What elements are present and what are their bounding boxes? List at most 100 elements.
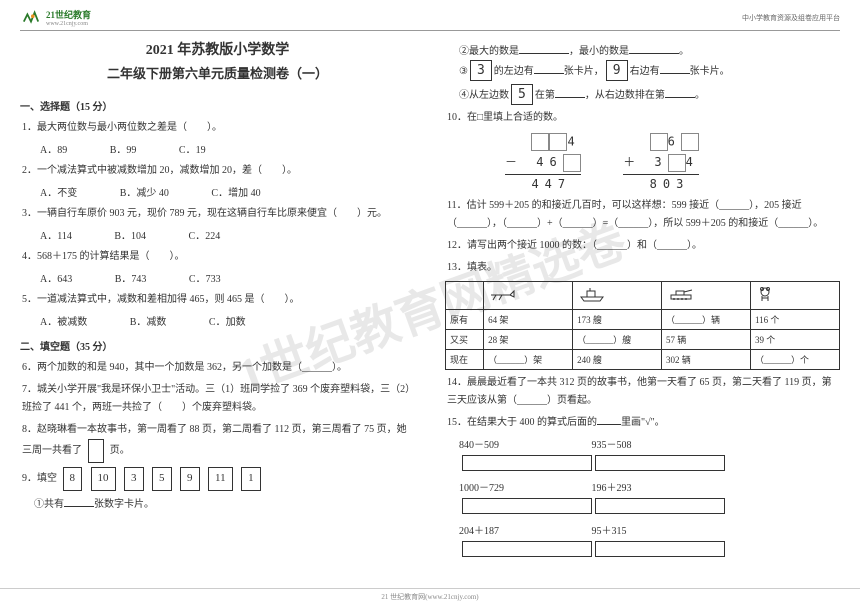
q5-opt-c: C．加数 (209, 313, 246, 328)
q9-sub2-blank2 (629, 53, 679, 54)
q3: 3．一辆自行车原价 903 元，现价 789 元，现在这辆自行车比原来便宜（ ）… (20, 205, 415, 223)
q9-d5: 11 (208, 467, 233, 491)
table-row-1: 原有 64 架 173 艘 （______）辆 116 个 (446, 309, 840, 329)
title-main: 2021 年苏教版小学数学 (20, 39, 415, 59)
q6: 6．两个加数的和是 940，其中一个加数是 362，另一个加数是（______）… (20, 359, 415, 377)
q9-sub4-b: 在第 (535, 90, 555, 101)
title-sub: 二年级下册第六单元质量检测卷（一） (20, 63, 415, 82)
left-column: 2021 年苏教版小学数学 二年级下册第六单元质量检测卷（一） 一、选择题（15… (20, 39, 415, 568)
q15-e6: 95＋315 (592, 522, 722, 561)
q1-opt-c: C．19 (179, 141, 206, 156)
q3-opt-b: B．104 (114, 227, 146, 242)
q9-sub2-blank1 (519, 53, 569, 54)
q4-opt-b: B．743 (115, 270, 147, 285)
q9-sub3-b: 的左边有 (494, 66, 534, 77)
section2-title: 二、填空题（35 分） (20, 338, 415, 353)
q5: 5．一道减法算式中，减数和差相加得 465，则 465 是（ ）。 (20, 291, 415, 309)
q9-sub4-c: ，从右边数排在第 (585, 90, 665, 101)
q15-e4: 196＋293 (592, 479, 722, 518)
q3-options: A．114 B．104 C．224 (20, 227, 415, 242)
q15: 15．在结果大于 400 的算式后面的 里画"√"。 (445, 414, 840, 432)
q13-table: 原有 64 架 173 艘 （______）辆 116 个 又买 28 架 （_… (445, 281, 840, 370)
q9-d4: 9 (180, 467, 200, 491)
q4: 4．568＋175 的计算结果是（ ）。 (20, 248, 415, 266)
q5-opt-a: A．被减数 (40, 313, 87, 328)
q5-opt-b: B．减数 (130, 313, 167, 328)
calc1-row2: － 46 (505, 153, 581, 172)
q8-suffix: 页。 (110, 445, 130, 456)
q9-sub2-mid: ，最小的数是 (569, 46, 629, 57)
q15-e2: 935－508 (592, 436, 722, 475)
q9-sub3-blank2 (660, 73, 690, 74)
table-img-tank (662, 281, 751, 309)
table-header-row (446, 281, 840, 309)
right-column: ②最大的数是，最小的数是。 ③3的左边有张卡片，9右边有张卡片。 ④从左边数5在… (445, 39, 840, 568)
q15-exprs: 840－509 935－508 1000－729 196＋293 204＋187… (445, 436, 840, 565)
q9-sub1: ①共有 张数字卡片。 (20, 495, 415, 510)
table-r3-c2: 240 艘 (573, 349, 662, 369)
q9-sub4-d: 。 (695, 90, 705, 101)
table-r3-c4: （______）个 (750, 349, 839, 369)
q9-sub1-suffix: 张数字卡片。 (94, 499, 154, 510)
q15-blank (597, 424, 621, 425)
q7: 7．城关小学开展"我是环保小卫士"活动。三（1）班同学捡了 369 个废弃塑料袋… (20, 381, 415, 417)
q9-sub4-a: ④从左边数 (459, 90, 509, 101)
q9-sub4-blank2 (665, 97, 695, 98)
q2-opt-c: C．增加 40 (211, 184, 260, 199)
q9-sub3-a: ③ (459, 66, 468, 77)
q9-d2: 3 (124, 467, 144, 491)
q15-suffix: 里画"√"。 (621, 417, 665, 428)
q9-sub3-e: 张卡片。 (690, 66, 730, 77)
q15-e3: 1000－729 (459, 479, 589, 518)
q15-text: 15．在结果大于 400 的算式后面的 (447, 417, 597, 428)
table-r2-c3: 57 辆 (662, 329, 751, 349)
q9-sub1-prefix: ①共有 (34, 499, 64, 510)
q8-text: 8．赵晓琳看一本故事书，第一周看了 88 页，第二周看了 112 页，第三周看了… (22, 424, 407, 456)
q5-options: A．被减数 B．减数 C．加数 (20, 313, 415, 328)
q8: 8．赵晓琳看一本故事书，第一周看了 88 页，第二周看了 112 页，第三周看了… (20, 421, 415, 463)
q10-calc1: 4 － 46 447 (505, 131, 581, 193)
q3-opt-a: A．114 (40, 227, 72, 242)
q9-sub3-blank1 (534, 73, 564, 74)
q1-opt-a: A．89 (40, 141, 67, 156)
q9-sub3-digit1: 3 (470, 60, 492, 81)
calc1-result: 447 (505, 177, 581, 191)
table-r2-c4: 39 个 (750, 329, 839, 349)
footer: 21 世纪教育网(www.21cnjy.com) (0, 588, 860, 602)
q9-d0: 8 (63, 467, 83, 491)
q15-e1: 840－509 (459, 436, 589, 475)
logo-icon (20, 9, 42, 27)
q15-e5: 204＋187 (459, 522, 589, 561)
logo-text: 21世纪教育 (46, 8, 91, 21)
q9-d1: 10 (91, 467, 116, 491)
table-r1-c4: 116 个 (750, 309, 839, 329)
q10-calc2: 6 ＋ 34 803 (623, 131, 699, 193)
q1-opt-b: B．99 (110, 141, 137, 156)
table-row-2: 又买 28 架 （______）艘 57 辆 39 个 (446, 329, 840, 349)
table-r2-c1: 28 架 (484, 329, 573, 349)
q4-opt-c: C．733 (189, 270, 221, 285)
table-img-ship (573, 281, 662, 309)
table-r3-label: 现在 (446, 349, 484, 369)
page-header: 21世纪教育 www.21cnjy.com 中小学教育资源及组卷应用平台 (20, 8, 840, 31)
table-r1-c2: 173 艘 (573, 309, 662, 329)
q4-opt-a: A．643 (40, 270, 72, 285)
table-r2-c2: （______）艘 (573, 329, 662, 349)
q14: 14．晨晨最近看了一本共 312 页的故事书，他第一天看了 65 页，第二天看了… (445, 374, 840, 410)
q9-text: 9．填空 (22, 473, 57, 484)
q12: 12．请写出两个接近 1000 的数：（______）和（______）。 (445, 237, 840, 255)
q2-options: A．不变 B．减少 40 C．增加 40 (20, 184, 415, 199)
table-r1-label: 原有 (446, 309, 484, 329)
table-r3-c3: 302 辆 (662, 349, 751, 369)
q4-options: A．643 B．743 C．733 (20, 270, 415, 285)
header-right-text: 中小学教育资源及组卷应用平台 (742, 13, 840, 23)
table-row-3: 现在 （______）架 240 艘 302 辆 （______）个 (446, 349, 840, 369)
q9-sub4-blank1 (555, 97, 585, 98)
q9-d3: 5 (152, 467, 172, 491)
logo-url: www.21cnjy.com (46, 21, 91, 27)
table-header-empty (446, 281, 484, 309)
table-r1-c3: （______）辆 (662, 309, 751, 329)
table-r1-c1: 64 架 (484, 309, 573, 329)
q9-sub1-blank (64, 506, 94, 507)
calc2-row2: ＋ 34 (623, 153, 699, 172)
